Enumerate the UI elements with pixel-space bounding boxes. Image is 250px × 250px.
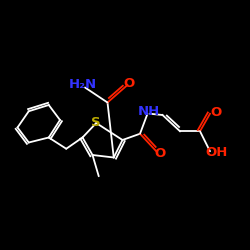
Text: O: O: [210, 106, 222, 119]
Text: NH: NH: [138, 105, 160, 118]
Text: OH: OH: [205, 146, 228, 159]
Text: O: O: [123, 77, 134, 90]
Text: O: O: [154, 147, 166, 160]
Text: S: S: [92, 116, 101, 130]
Text: H₂N: H₂N: [68, 78, 96, 92]
